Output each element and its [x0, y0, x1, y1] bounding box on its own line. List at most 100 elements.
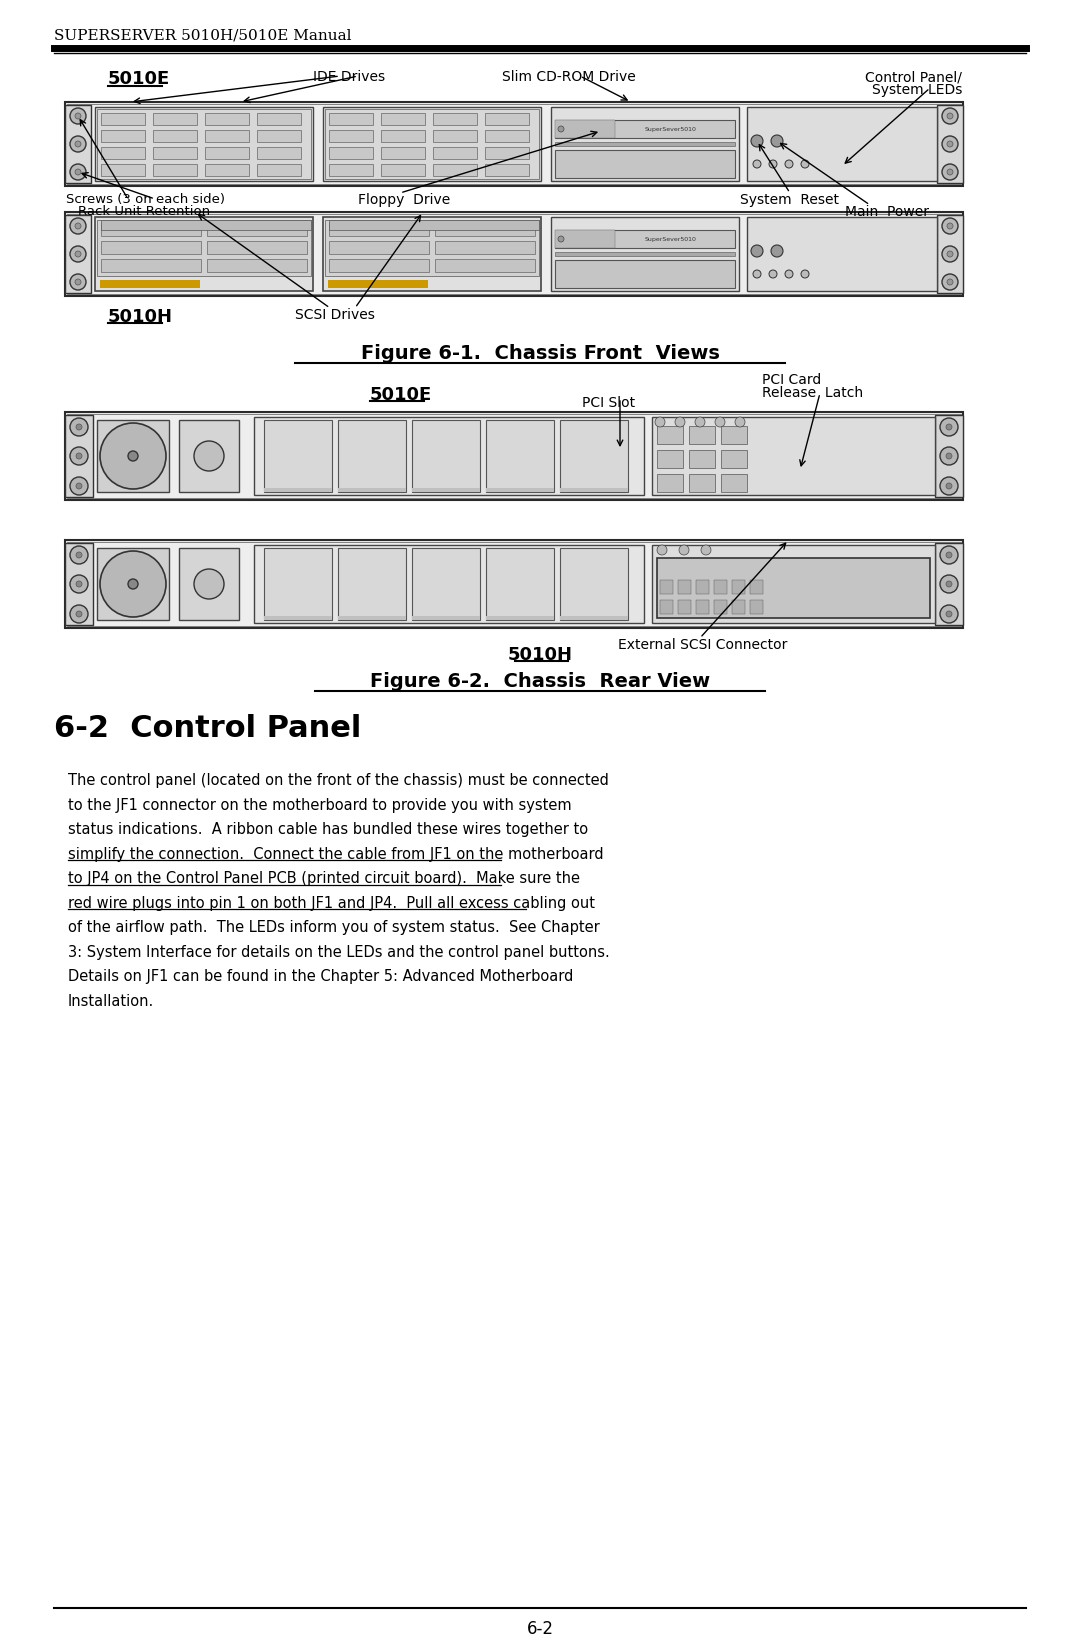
Bar — [555, 142, 735, 147]
Text: to the JF1 connector on the motherboard to provide you with system: to the JF1 connector on the motherboard … — [68, 798, 571, 812]
Text: 5010H: 5010H — [108, 308, 173, 326]
Bar — [329, 222, 429, 236]
Bar — [657, 559, 930, 618]
Circle shape — [76, 611, 82, 616]
Circle shape — [75, 114, 81, 119]
Circle shape — [940, 545, 958, 564]
Text: status indications.  A ribbon cable has bundled these wires together to: status indications. A ribbon cable has b… — [68, 822, 589, 837]
Bar — [153, 130, 197, 142]
Bar — [97, 420, 168, 493]
Bar — [338, 616, 406, 620]
Circle shape — [70, 476, 87, 494]
Bar — [205, 114, 249, 125]
Bar — [329, 114, 373, 125]
Circle shape — [946, 611, 951, 616]
Bar — [65, 542, 93, 625]
Bar — [328, 280, 428, 288]
Bar — [257, 147, 301, 158]
Bar — [65, 415, 93, 498]
Text: Release  Latch: Release Latch — [762, 386, 863, 400]
Circle shape — [769, 160, 777, 168]
Circle shape — [70, 447, 87, 465]
Bar — [329, 241, 429, 254]
Bar — [381, 165, 426, 176]
Circle shape — [679, 545, 689, 555]
Bar — [102, 130, 145, 142]
Bar — [95, 218, 313, 292]
Bar — [205, 147, 249, 158]
Bar — [102, 222, 201, 236]
Bar — [435, 222, 535, 236]
Bar — [433, 114, 477, 125]
Bar — [652, 545, 935, 623]
Bar — [329, 130, 373, 142]
Circle shape — [100, 424, 166, 489]
Text: 5010E: 5010E — [370, 386, 432, 404]
Circle shape — [946, 582, 951, 587]
Circle shape — [947, 250, 953, 257]
Bar — [179, 549, 239, 620]
Bar — [95, 107, 313, 181]
Bar — [338, 488, 406, 493]
Bar — [153, 147, 197, 158]
Text: PCI Slot: PCI Slot — [582, 396, 635, 410]
Bar — [555, 231, 615, 247]
Bar — [329, 259, 429, 272]
Bar — [100, 280, 200, 288]
Text: Figure 6-1.  Chassis Front  Views: Figure 6-1. Chassis Front Views — [361, 344, 719, 363]
Bar — [732, 580, 745, 593]
Bar — [750, 600, 762, 615]
Bar — [486, 616, 554, 620]
Text: SuperSever5010: SuperSever5010 — [645, 237, 697, 242]
Bar — [657, 450, 683, 468]
Circle shape — [194, 569, 224, 598]
Bar — [561, 488, 627, 493]
Bar — [257, 130, 301, 142]
Text: Details on JF1 can be found in the Chapter 5: Advanced Motherboard: Details on JF1 can be found in the Chapt… — [68, 969, 573, 984]
Bar — [338, 420, 406, 493]
Bar — [551, 218, 739, 292]
Bar — [264, 488, 332, 493]
Circle shape — [942, 246, 958, 262]
Bar — [555, 120, 615, 138]
Circle shape — [715, 417, 725, 427]
Bar — [689, 475, 715, 493]
Bar — [67, 104, 961, 185]
Circle shape — [771, 135, 783, 147]
Circle shape — [696, 417, 705, 427]
Circle shape — [657, 545, 667, 555]
Text: of the airflow path.  The LEDs inform you of system status.  See Chapter: of the airflow path. The LEDs inform you… — [68, 920, 599, 934]
Circle shape — [769, 270, 777, 279]
Bar — [338, 549, 406, 620]
Circle shape — [194, 442, 224, 471]
Bar — [325, 219, 539, 275]
Circle shape — [785, 270, 793, 279]
Bar — [555, 120, 735, 138]
Bar — [747, 107, 937, 181]
Bar — [381, 130, 426, 142]
Bar — [102, 241, 201, 254]
Bar — [714, 600, 727, 615]
Bar — [561, 420, 627, 493]
Bar — [67, 214, 961, 293]
Bar — [65, 412, 963, 499]
Bar — [205, 165, 249, 176]
Bar — [721, 475, 747, 493]
Text: Screws (3 on each side): Screws (3 on each side) — [66, 193, 225, 206]
Bar — [555, 252, 735, 255]
Bar — [433, 165, 477, 176]
Bar — [102, 259, 201, 272]
Circle shape — [942, 218, 958, 234]
Bar — [67, 414, 961, 498]
Circle shape — [75, 142, 81, 147]
Text: 6-2  Control Panel: 6-2 Control Panel — [54, 714, 362, 743]
Bar — [411, 616, 480, 620]
Bar — [721, 450, 747, 468]
Text: External SCSI Connector: External SCSI Connector — [618, 638, 787, 653]
Text: SUPERSERVER 5010H/5010E Manual: SUPERSERVER 5010H/5010E Manual — [54, 28, 351, 41]
Circle shape — [735, 417, 745, 427]
Circle shape — [940, 419, 958, 437]
Bar — [257, 114, 301, 125]
Circle shape — [70, 419, 87, 437]
Circle shape — [940, 476, 958, 494]
